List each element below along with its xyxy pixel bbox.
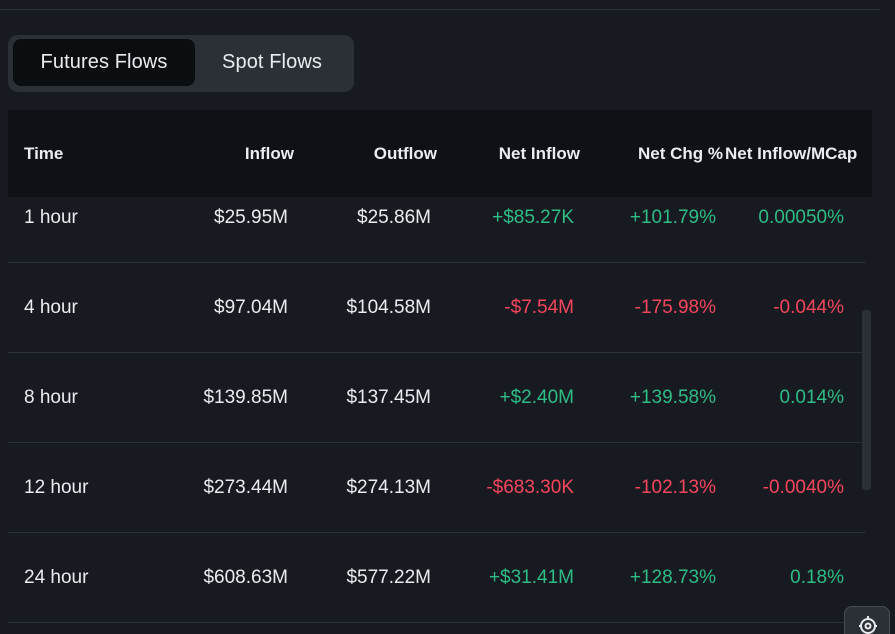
tab-futures-flows[interactable]: Futures Flows	[13, 39, 195, 86]
cell-inflow: $608.63M	[203, 567, 288, 588]
table-row: 8 hour $139.85M $137.45M +$2.40M +139.58…	[8, 353, 866, 443]
table-scrollbar[interactable]	[862, 310, 871, 490]
cell-time: 24 hour	[24, 567, 89, 588]
header-net-inflow: Net Inflow	[498, 144, 580, 163]
cell-net-inflow-mcap: 0.00050%	[758, 207, 844, 228]
cell-time: 12 hour	[24, 477, 89, 498]
table-row: 24 hour $608.63M $577.22M +$31.41M +128.…	[8, 533, 866, 623]
header-outflow: Outflow	[373, 144, 437, 163]
cell-net-chg: +128.73%	[629, 567, 716, 588]
header-time: Time	[24, 144, 64, 163]
header-net-chg: Net Chg %	[638, 144, 723, 163]
cell-net-chg: -102.13%	[634, 477, 716, 498]
flows-table: Time Inflow Outflow Net Inflow Net Chg %…	[8, 110, 872, 634]
cell-outflow: $137.45M	[346, 387, 431, 408]
cell-net-inflow: +$31.41M	[488, 567, 574, 588]
tab-spot-flows[interactable]: Spot Flows	[222, 51, 322, 73]
cell-net-inflow-mcap: -0.0040%	[762, 477, 844, 498]
cell-net-inflow-mcap: -0.044%	[773, 297, 844, 318]
table-row: 12 hour $273.44M $274.13M -$683.30K -102…	[8, 443, 866, 533]
cell-net-inflow-mcap: 0.014%	[779, 387, 844, 408]
cell-time: 8 hour	[24, 387, 78, 408]
cell-time: 1 hour	[24, 207, 78, 228]
top-divider	[0, 9, 880, 10]
table-header: Time Inflow Outflow Net Inflow Net Chg %…	[8, 110, 872, 197]
cell-outflow: $25.86M	[357, 207, 431, 228]
cell-net-inflow-mcap: 0.18%	[790, 567, 844, 588]
cell-net-chg: +101.79%	[629, 207, 716, 228]
settings-gear-icon	[859, 616, 877, 634]
header-net-inflow-mcap: Net Inflow/MCap	[725, 144, 858, 163]
settings-button[interactable]	[844, 606, 890, 634]
cell-outflow: $104.58M	[346, 297, 431, 318]
cell-net-inflow: +$2.40M	[499, 387, 574, 408]
cell-time: 4 hour	[24, 297, 78, 318]
cell-net-inflow: -$7.54M	[504, 297, 574, 318]
cell-inflow: $139.85M	[203, 387, 288, 408]
table-row: 1 hour $25.95M $25.86M +$85.27K +101.79%…	[8, 173, 866, 263]
cell-net-inflow: +$85.27K	[492, 207, 574, 228]
cell-inflow: $273.44M	[203, 477, 288, 498]
cell-net-chg: +139.58%	[629, 387, 716, 408]
table-row: 4 hour $97.04M $104.58M -$7.54M -175.98%…	[8, 263, 866, 353]
cell-outflow: $274.13M	[346, 477, 431, 498]
cell-inflow: $97.04M	[214, 297, 288, 318]
cell-net-inflow: -$683.30K	[486, 477, 574, 498]
header-inflow: Inflow	[244, 144, 294, 163]
flow-type-tabs: Futures Flows Spot Flows	[8, 35, 354, 92]
cell-inflow: $25.95M	[214, 207, 288, 228]
cell-net-chg: -175.98%	[634, 297, 716, 318]
cell-outflow: $577.22M	[346, 567, 431, 588]
